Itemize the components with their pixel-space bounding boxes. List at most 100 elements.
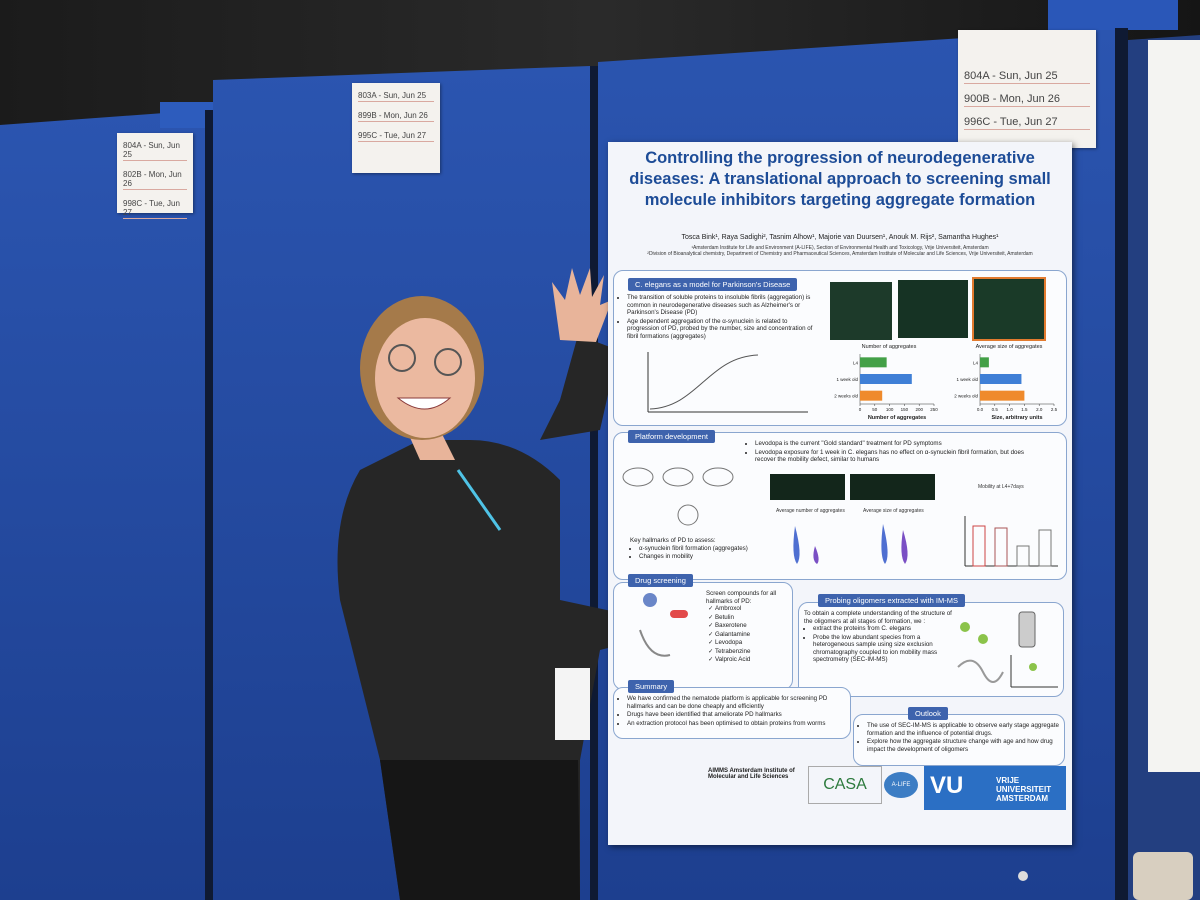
bar-chart: Average size of aggregates 0.0 0.5 1.0 1.5 2.… <box>954 344 1058 421</box>
bullet: Age dependent aggregation of the α-synuc… <box>627 318 818 341</box>
bar <box>980 390 1025 401</box>
bullet-list: AmbroxolBetulinBaxeroteneGalantamineLevo… <box>706 605 791 664</box>
glasses <box>434 348 462 376</box>
bullet-list: Levodopa is the current "Gold standard" … <box>746 440 1046 464</box>
bar <box>980 357 989 368</box>
figure <box>793 516 1058 567</box>
violin <box>881 524 888 564</box>
plate <box>702 467 734 487</box>
board <box>0 110 205 900</box>
bullet: The use of SEC-IM-MS is applicable to ob… <box>867 722 1063 737</box>
well <box>677 504 699 526</box>
section-box <box>613 687 851 739</box>
hand <box>552 268 612 342</box>
bullet-list: extract the proteins from C. elegansProb… <box>804 625 954 664</box>
schedule-note: 804A - Sun, Jun 25 900B - Mon, Jun 26 99… <box>958 30 1096 148</box>
plate <box>622 467 654 487</box>
chart-holder: Number of aggregates 0 50 100 150 200 250 L4 1 w… <box>826 342 941 429</box>
pill-icon <box>670 610 688 618</box>
chart-title: Average size of aggregates <box>976 344 1043 350</box>
y-tick-label: 2 weeks old <box>834 394 858 399</box>
micrograph <box>850 474 935 500</box>
trousers <box>380 760 580 900</box>
bar <box>860 390 883 401</box>
probing-intro: To obtain a complete understanding of th… <box>804 610 952 625</box>
board-gap <box>1115 28 1128 900</box>
violin <box>793 526 800 564</box>
bar-chart: Number of aggregates 0 50 100 150 200 250 L4 1 w… <box>834 344 938 421</box>
bullet: Explore how the aggregate structure chan… <box>867 738 1063 753</box>
section-text: The transition of soluble proteins to in… <box>618 294 818 341</box>
bullet: Probe the low abundant species from a he… <box>813 634 954 664</box>
y-tick-label: L4 <box>853 360 859 365</box>
bullet: Betulin <box>715 614 791 622</box>
x-tick-label: 100 <box>886 407 894 412</box>
cup <box>1133 852 1193 900</box>
section-text: Levodopa is the current "Gold standard" … <box>746 440 1046 465</box>
section-text: Key hallmarks of PD to assess: α-synucle… <box>630 537 750 562</box>
instrument <box>1018 611 1036 648</box>
section-text: Screen compounds for all hallmarks of PD… <box>706 590 791 665</box>
x-tick-label: 150 <box>901 407 909 412</box>
logo: VU <box>930 772 964 799</box>
section-heading: Summary <box>628 680 675 693</box>
box <box>972 525 986 567</box>
bullet: Valproic Acid <box>715 656 791 664</box>
logo-block: VU VRIJE UNIVERSITEIT AMSTERDAM <box>924 766 1066 810</box>
icon <box>643 593 657 607</box>
bullet-list: We have confirmed the nematode platform … <box>618 695 848 727</box>
x-tick-label: 1.0 <box>1006 407 1013 412</box>
micrograph <box>972 277 1046 341</box>
x-tick-label: 250 <box>930 407 938 412</box>
schedule-note: 803A - Sun, Jun 25 899B - Mon, Jun 26 99… <box>352 83 440 173</box>
figure <box>622 467 734 526</box>
plate <box>662 467 694 487</box>
x-tick-label: 2.5 <box>1051 407 1058 412</box>
y-tick-label: 2 weeks old <box>954 394 978 399</box>
bullet-list: α-synuclein fibril formation (aggregates… <box>630 545 750 561</box>
bullet: Levodopa exposure for 1 week in C. elega… <box>755 449 1046 464</box>
pin <box>1018 871 1028 881</box>
section-heading: Platform development <box>628 430 715 443</box>
micrograph <box>770 474 845 500</box>
icon <box>1029 663 1037 671</box>
box <box>994 527 1008 567</box>
worm <box>957 659 1004 683</box>
section-box <box>853 714 1065 766</box>
bullet-list: The transition of soluble proteins to in… <box>618 294 818 340</box>
section-box <box>613 432 1067 580</box>
affiliation: ²Division of Bioanalytical chemistry, De… <box>647 251 1033 257</box>
bar <box>980 374 1022 384</box>
bullet: Baxerotene <box>715 622 791 630</box>
box <box>1016 545 1030 567</box>
section-text: The use of SEC-IM-MS is applicable to ob… <box>858 722 1063 754</box>
x-tick-label: 2.0 <box>1036 407 1043 412</box>
x-tick-label: 0 <box>859 407 862 412</box>
logo: AIMMS Amsterdam Institute of Molecular a… <box>708 768 795 780</box>
poster-title: Controlling the progression of neurodege… <box>629 149 1051 209</box>
face <box>375 318 475 438</box>
x-axis-label: Size, arbitrary units <box>991 415 1042 421</box>
bar <box>860 357 887 368</box>
note-line: 996C - Tue, Jun 27 <box>964 116 1090 130</box>
plot-label: Average number of aggregates <box>776 508 845 514</box>
y-tick-label: 1 week old <box>836 377 858 382</box>
lanyard <box>456 469 502 531</box>
chart-holder: Average size of aggregates 0.0 0.5 1.0 1.5 2.… <box>946 342 1061 429</box>
section-text: We have confirmed the nematode platform … <box>618 695 848 728</box>
bullet: We have confirmed the nematode platform … <box>627 695 848 710</box>
section-heading: Probing oligomers extracted with IM-MS <box>818 594 965 607</box>
note-line: 998C - Tue, Jun 27 <box>123 199 187 219</box>
plot-label: Average size of aggregates <box>863 508 924 514</box>
x-tick-label: 0.0 <box>977 407 984 412</box>
micrograph <box>898 280 968 338</box>
partial-poster <box>1148 40 1200 772</box>
glasses <box>388 344 416 372</box>
bullet: The transition of soluble proteins to in… <box>627 294 818 317</box>
note-line: 804A - Sun, Jun 25 <box>964 70 1090 84</box>
bullet: Levodopa <box>715 639 791 647</box>
poster: Controlling the progression of neurodege… <box>608 142 1072 845</box>
bullet: Changes in mobility <box>639 553 750 561</box>
note-line: 900B - Mon, Jun 26 <box>964 93 1090 107</box>
violin <box>813 546 819 564</box>
